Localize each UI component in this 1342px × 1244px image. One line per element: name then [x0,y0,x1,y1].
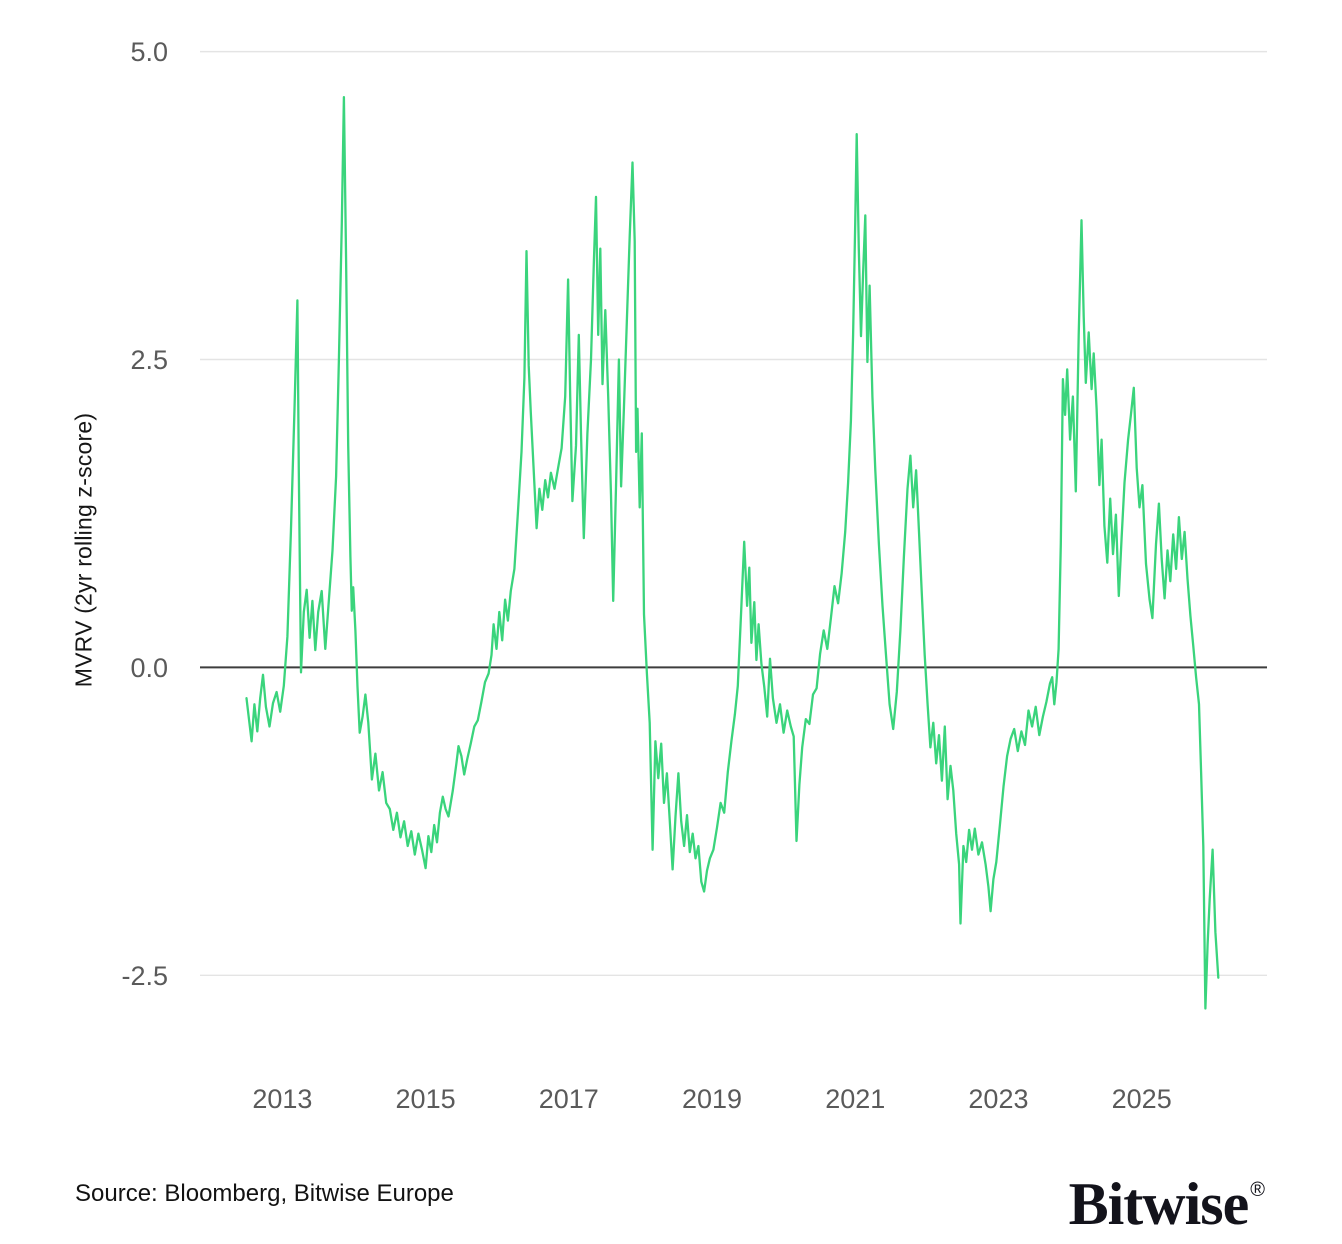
x-tick-label: 2021 [825,1084,885,1114]
source-note: Source: Bloomberg, Bitwise Europe [75,1180,454,1207]
bitwise-logo: Bitwise ® [1068,1170,1265,1239]
x-tick-label: 2013 [252,1084,312,1114]
y-axis-title: MVRV (2yr rolling z-score) [70,412,97,688]
x-tick-label: 2025 [1112,1084,1172,1114]
y-tick-label: 5.0 [130,37,168,67]
x-tick-label: 2019 [682,1084,742,1114]
y-tick-label: 0.0 [130,653,168,683]
mvrv-line [245,96,1220,1010]
x-tick-label: 2023 [968,1084,1028,1114]
x-tick-label: 2017 [539,1084,599,1114]
y-tick-label: 2.5 [130,345,168,375]
registered-trademark-icon: ® [1250,1179,1265,1201]
bitwise-logo-text: Bitwise [1068,1171,1250,1237]
x-tick-label: 2015 [396,1084,456,1114]
y-tick-label: -2.5 [121,961,168,991]
